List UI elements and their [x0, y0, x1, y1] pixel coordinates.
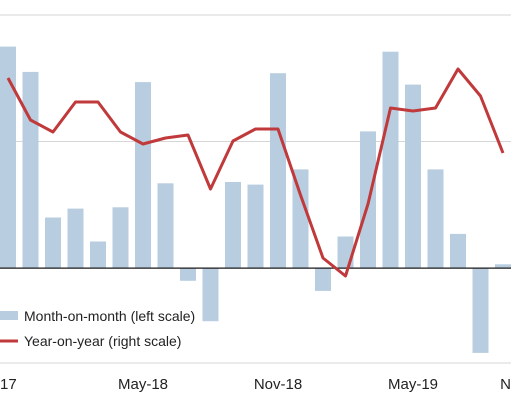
bar-month-on-month [247, 184, 264, 269]
bar-month-on-month [405, 84, 421, 269]
bar-month-on-month [45, 217, 61, 269]
x-tick-label: May-19 [388, 376, 438, 393]
bar-month-on-month [202, 268, 219, 322]
x-axis: 17 May-18 Nov-18 May-19 N [0, 362, 511, 393]
bar-month-on-month [22, 71, 39, 269]
x-tick-label: N [500, 376, 511, 393]
bar-month-on-month [157, 183, 174, 269]
bar-month-on-month [450, 233, 466, 269]
bar-month-on-month [472, 268, 489, 353]
bar-layer [0, 46, 511, 353]
bar-month-on-month [337, 236, 354, 269]
bar-month-on-month [90, 241, 106, 269]
bar-month-on-month [495, 264, 511, 269]
x-tick-label: 17 [0, 376, 17, 393]
bar-month-on-month [180, 268, 196, 281]
year-on-year-line [6, 67, 505, 278]
bar-month-on-month [135, 82, 151, 269]
bar-month-on-month [225, 182, 241, 269]
legend-label-month-on-month: Month-on-month (left scale) [24, 308, 195, 324]
bar-month-on-month [270, 73, 286, 269]
bar-month-on-month [315, 268, 331, 291]
bar-month-on-month [292, 169, 309, 269]
legend-label-year-on-year: Year-on-year (right scale) [24, 333, 181, 349]
legend: Month-on-month (left scale) Year-on-year… [0, 308, 195, 349]
bar-month-on-month [0, 46, 16, 269]
bar-month-on-month [427, 169, 444, 269]
x-tick-label: Nov-18 [254, 376, 302, 393]
bar-month-on-month [382, 51, 399, 269]
bar-month-on-month [112, 207, 129, 268]
bar-month-on-month [67, 208, 84, 269]
x-tick-label: May-18 [118, 376, 168, 393]
legend-swatch-month-on-month [0, 311, 18, 320]
grid-layer [0, 14, 511, 142]
